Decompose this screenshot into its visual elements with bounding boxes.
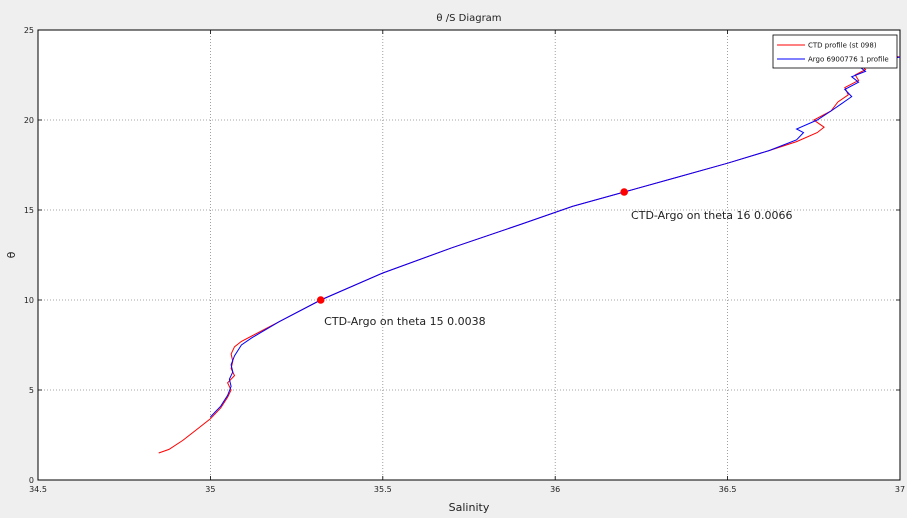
x-axis-label: Salinity [449, 501, 490, 514]
annotations-group: CTD-Argo on theta 15 0.0038 CTD-Argo on t… [324, 209, 792, 328]
y-tick-label: 15 [24, 206, 34, 215]
y-tick-label: 5 [29, 386, 34, 395]
x-tick-label: 36 [550, 485, 560, 494]
series-group [158, 54, 901, 454]
argo-profile-line [210, 56, 901, 418]
y-axis-label: θ [5, 251, 18, 258]
comparison-point-marker [316, 296, 325, 304]
legend-label-ctd: CTD profile (st 098) [808, 42, 877, 50]
legend-box [772, 34, 898, 69]
x-axis-ticks: 34.5 35 35.5 36 36.5 37 [29, 30, 905, 494]
x-tick-label: 36.5 [719, 485, 737, 494]
grid-lines [38, 30, 900, 480]
y-tick-label: 10 [24, 296, 34, 305]
x-tick-label: 35 [205, 485, 215, 494]
legend: CTD profile (st 098) Argo 6900776 1 prof… [772, 34, 898, 69]
legend-label-argo: Argo 6900776 1 profile [808, 56, 889, 64]
y-tick-label: 20 [24, 116, 34, 125]
comparison-point-marker [620, 188, 628, 196]
x-tick-label: 34.5 [29, 485, 47, 494]
annotation-label: CTD-Argo on theta 16 0.0066 [631, 209, 792, 222]
x-tick-label: 35.5 [374, 485, 392, 494]
markers-group [316, 188, 628, 304]
y-tick-label: 25 [24, 26, 34, 35]
annotation-label: CTD-Argo on theta 15 0.0038 [324, 315, 485, 328]
y-axis-ticks: 0 5 10 15 20 25 [24, 26, 900, 485]
y-tick-label: 0 [29, 476, 34, 485]
chart-title: θ /S Diagram [436, 13, 501, 24]
plot-area [37, 29, 901, 481]
x-tick-label: 37 [895, 485, 905, 494]
